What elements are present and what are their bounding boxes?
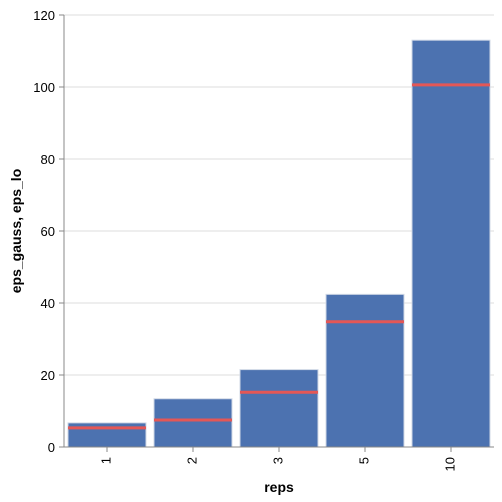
bar-eps-gauss <box>325 293 405 448</box>
y-tick-label: 20 <box>41 368 55 383</box>
axes: 0 20 40 60 80 100 120 1 2 3 5 10 <box>33 8 494 471</box>
bar-eps-gauss <box>239 369 319 448</box>
x-tick-label: 2 <box>184 457 199 464</box>
y-tick-label: 120 <box>33 8 55 23</box>
x-tick-label: 1 <box>98 457 113 464</box>
y-tick-label: 60 <box>41 224 55 239</box>
bars <box>67 39 491 448</box>
eps-lo-ticks <box>68 83 490 430</box>
x-tick-label: 5 <box>356 457 371 464</box>
y-tick-label: 40 <box>41 296 55 311</box>
x-tick-label: 3 <box>270 457 285 464</box>
y-tick-label: 100 <box>33 80 55 95</box>
x-axis-title: reps <box>264 479 294 495</box>
x-tick-label: 10 <box>442 457 457 471</box>
grid-lines <box>64 14 494 448</box>
y-tick-label: 0 <box>48 440 55 455</box>
y-axis-title: eps_gauss, eps_lo <box>8 169 24 294</box>
bar-eps-gauss <box>411 39 491 448</box>
bar-eps-gauss <box>153 398 233 448</box>
y-tick-label: 80 <box>41 152 55 167</box>
